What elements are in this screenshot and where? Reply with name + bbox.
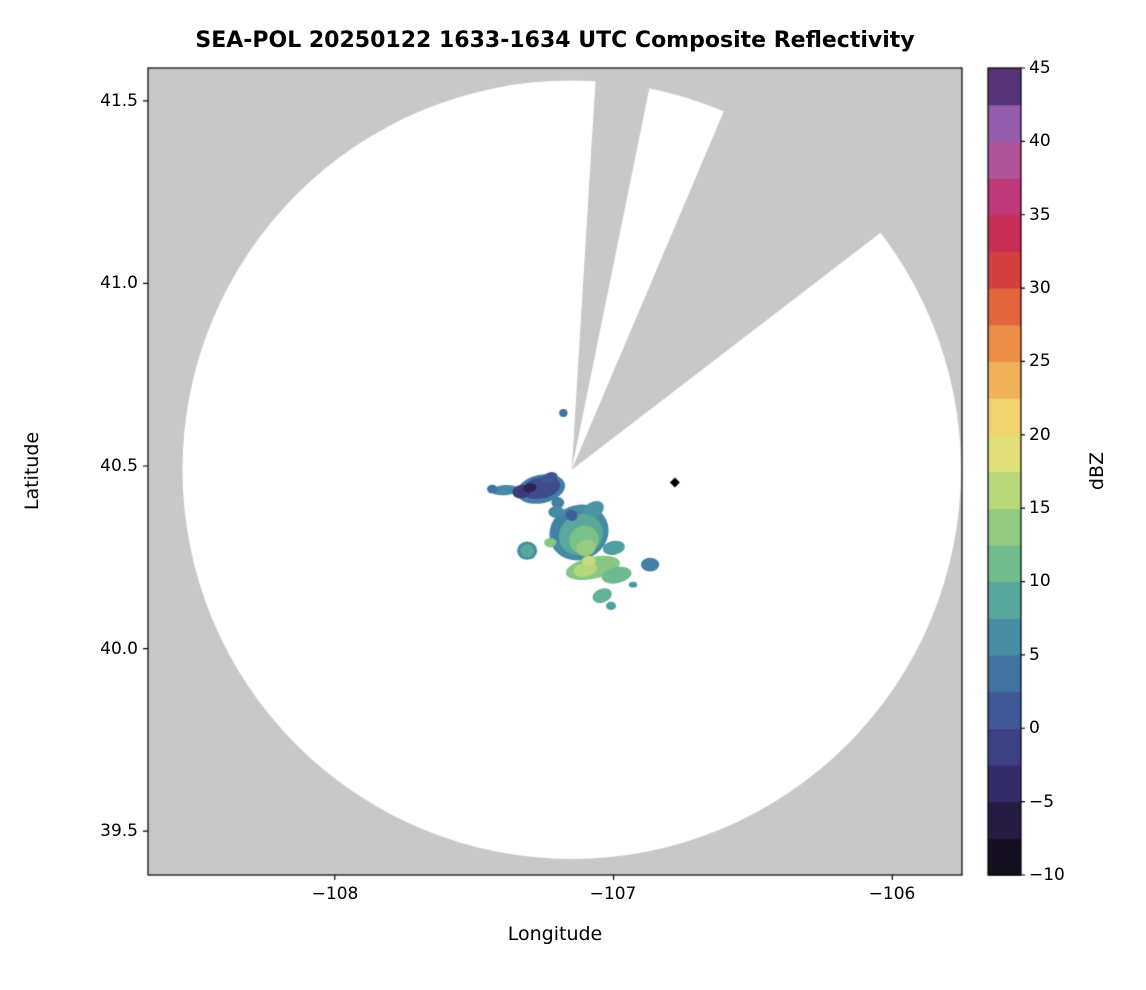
colorbar-tick-label: 0: [1029, 718, 1040, 738]
y-tick-label: 39.5: [100, 821, 138, 841]
colorbar-tick-label: 35: [1029, 205, 1051, 225]
x-tick-label: −106: [868, 884, 916, 904]
colorbar-tick-label: 30: [1029, 278, 1051, 298]
x-tick-label: −107: [589, 884, 637, 904]
colorbar-label: dBZ: [1086, 451, 1108, 491]
colorbar-tick-label: −10: [1029, 865, 1065, 885]
colorbar-tick-label: 20: [1029, 425, 1051, 445]
colorbar-tick-label: 45: [1029, 58, 1051, 78]
colorbar-tick-label: 40: [1029, 131, 1051, 151]
y-axis-label: Latitude: [21, 431, 43, 511]
y-tick-label: 41.0: [100, 273, 138, 293]
colorbar-tick-label: 15: [1029, 498, 1051, 518]
x-tick-label: −108: [311, 884, 359, 904]
x-axis-label: Longitude: [507, 923, 603, 945]
colorbar-tick-label: −5: [1029, 792, 1055, 812]
y-tick-label: 40.5: [100, 456, 138, 476]
chart-title: SEA-POL 20250122 1633-1634 UTC Composite…: [195, 28, 915, 53]
y-tick-label: 40.0: [100, 639, 138, 659]
colorbar-tick-label: 25: [1029, 351, 1051, 371]
colorbar-tick-label: 5: [1029, 645, 1040, 665]
y-tick-label: 41.5: [100, 91, 138, 111]
colorbar-tick-label: 10: [1029, 571, 1051, 591]
